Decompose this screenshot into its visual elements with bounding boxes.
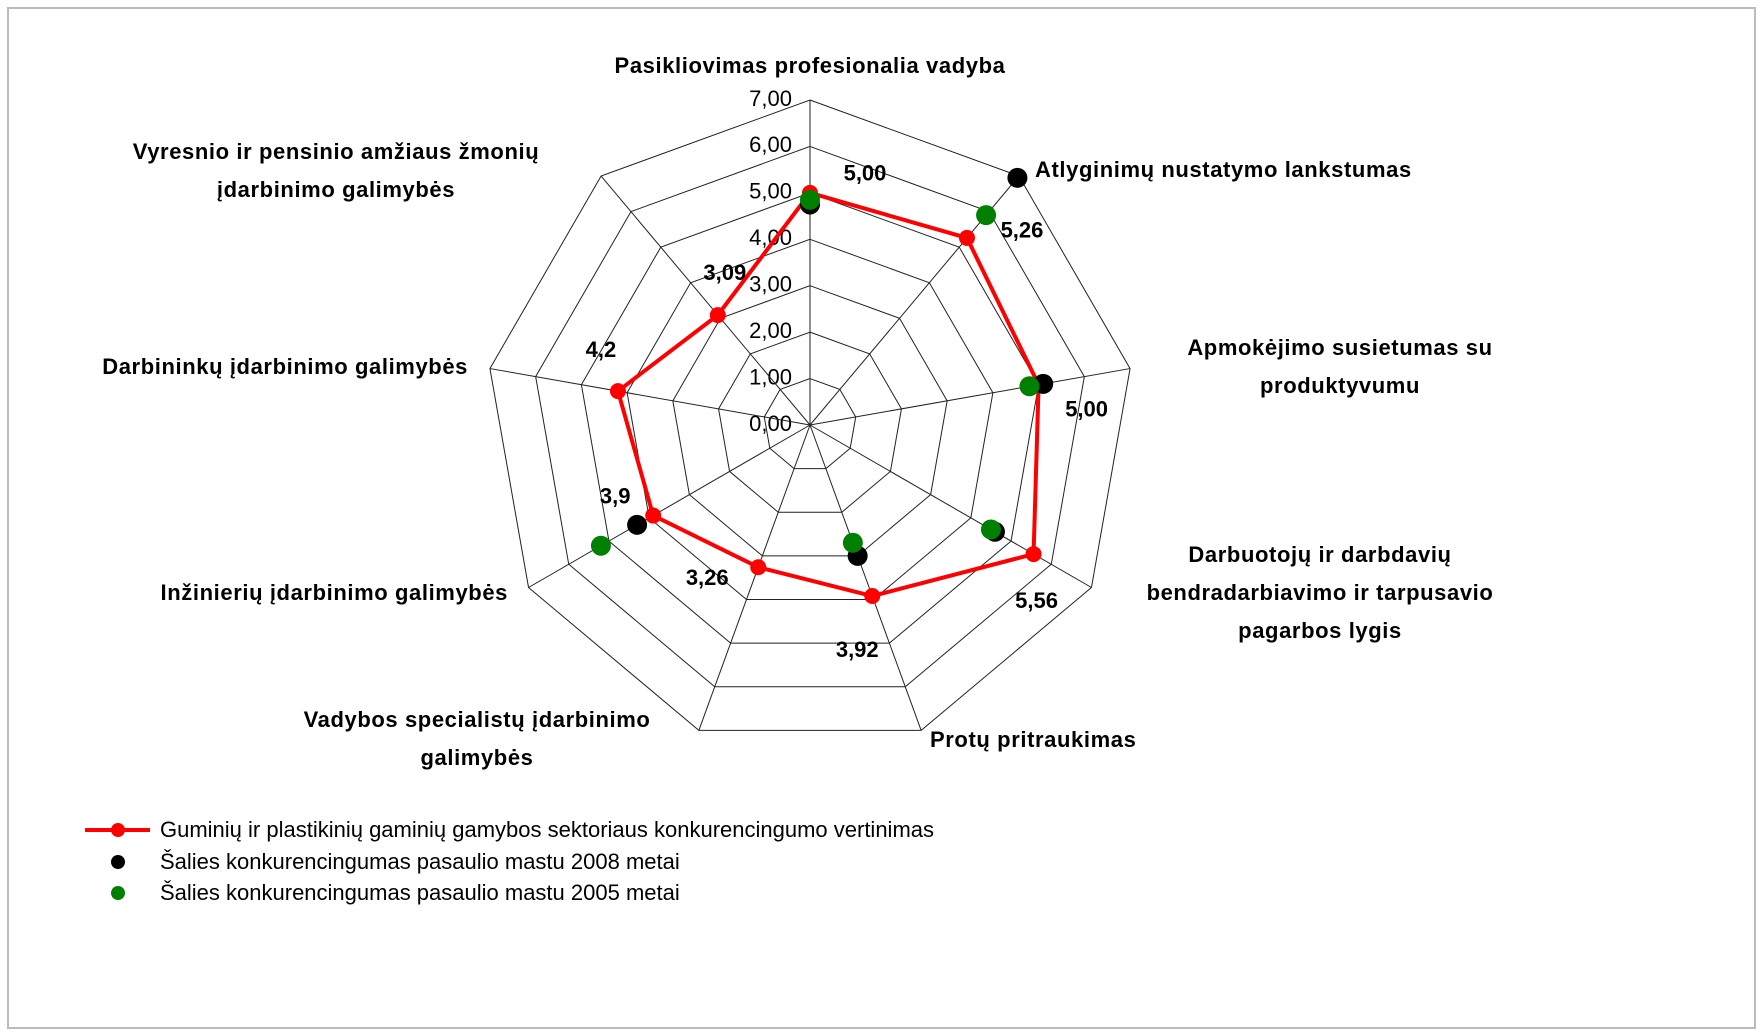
y-tick-label: 5,00 [749, 179, 792, 204]
y-tick-label: 1,00 [749, 364, 792, 389]
axis-label: Darbuotojų ir darbdavių bendradarbiavimo… [1146, 542, 1494, 643]
y-tick-label: 3,00 [749, 272, 792, 297]
grid-line [763, 378, 857, 470]
data-point [1025, 546, 1042, 563]
data-point [1019, 376, 1040, 397]
legend-marker [111, 886, 125, 900]
axis-spoke [698, 424, 811, 731]
legend-label: Guminių ir plastikinių gaminių gamybos s… [160, 817, 935, 842]
y-tick-label: 7,00 [749, 86, 792, 111]
data-point [958, 229, 975, 246]
data-label: 3,92 [836, 637, 879, 662]
grid-line [535, 145, 1085, 688]
data-point [627, 514, 648, 535]
axis-label: Atlyginimų nustatymo lankstumas [1035, 157, 1412, 182]
axis-label: Vyresnio ir pensinio amžiaus žmonių įdar… [132, 139, 540, 202]
data-point [709, 307, 726, 324]
data-label: 3,09 [703, 260, 746, 285]
grid-line [626, 238, 994, 601]
axis-label: Vadybos specialistų įdarbinimo galimybės [303, 707, 651, 770]
axis-spoke [809, 368, 1131, 426]
data-point [864, 588, 881, 605]
y-tick-label: 2,00 [749, 318, 792, 343]
axis-label: Darbininkų įdarbinimo galimybės [102, 354, 468, 379]
data-label: 4,2 [586, 337, 617, 362]
data-point [750, 559, 767, 576]
legend-marker [111, 855, 125, 869]
data-point [842, 532, 863, 553]
data-label: 3,9 [600, 483, 631, 508]
chart-frame [7, 7, 1756, 1029]
data-point [800, 189, 820, 210]
axis-spoke [809, 424, 1092, 588]
data-point [590, 535, 611, 556]
axis-spoke [528, 424, 811, 588]
grid-line [580, 192, 1040, 644]
data-label: 5,00 [1065, 397, 1108, 422]
axis-spoke [809, 424, 922, 731]
axis-label: Pasikliovimas profesionalia vadyba [614, 53, 1006, 78]
axis-label: Protų pritraukimas [930, 727, 1137, 752]
legend-label: Šalies konkurencingumas pasaulio mastu 2… [160, 849, 680, 874]
data-label: 5,56 [1015, 588, 1058, 613]
y-tick-label: 6,00 [749, 132, 792, 157]
grid-line [672, 285, 948, 557]
axis-spoke [600, 175, 811, 426]
axis-label: Apmokėjimo susietumas su produktyvumu [1187, 335, 1493, 398]
data-point [609, 383, 626, 400]
grid-line [718, 331, 902, 513]
axis-label: Inžinierių įdarbinimo galimybės [160, 580, 508, 605]
data-point [645, 507, 662, 524]
data-label: 5,26 [1001, 218, 1044, 243]
data-point [976, 205, 997, 226]
data-label: 3,26 [686, 565, 729, 590]
y-tick-label: 0,00 [749, 411, 792, 436]
data-label: 5,00 [844, 161, 887, 186]
series-line [615, 190, 1041, 599]
data-point [980, 519, 1001, 540]
grid-line [489, 99, 1131, 731]
axis-spoke [489, 368, 811, 426]
legend-label: Šalies konkurencingumas pasaulio mastu 2… [160, 880, 680, 905]
data-point [1007, 167, 1028, 188]
legend-marker [111, 823, 125, 837]
